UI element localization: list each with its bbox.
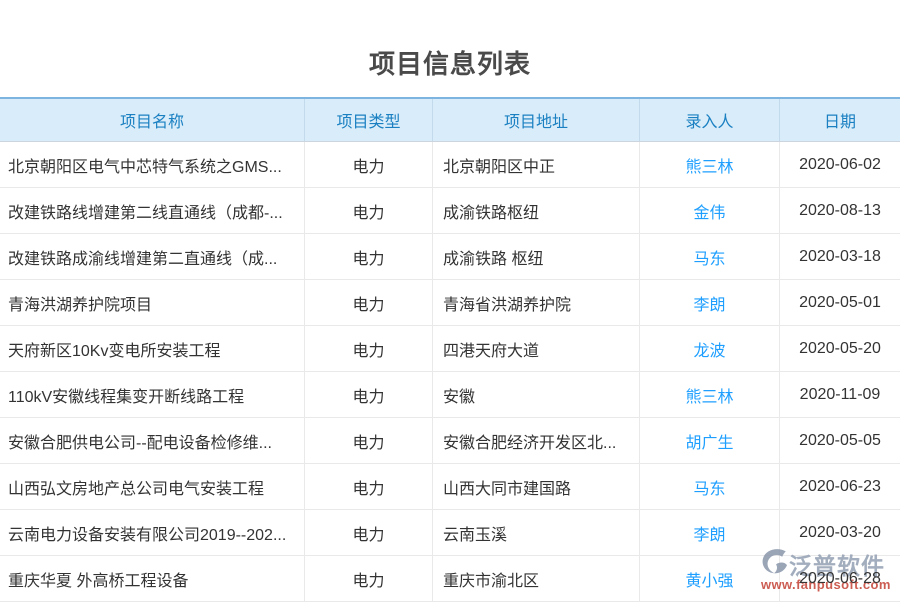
- date-cell: 2020-06-02: [799, 155, 881, 173]
- date-cell: 2020-05-01: [799, 293, 881, 311]
- date-cell: 2020-08-13: [799, 201, 881, 219]
- entered-by-cell: 黄小强: [640, 556, 780, 601]
- project-type-cell: 电力: [305, 326, 433, 371]
- project-type-cell: 电力: [305, 510, 433, 555]
- project-name-cell: 安徽合肥供电公司--配电设备检修维...: [0, 418, 305, 463]
- project-type-cell: 电力: [305, 234, 433, 279]
- entered-by-cell: 熊三林: [640, 372, 780, 417]
- entered-by-link[interactable]: 龙波: [693, 342, 726, 360]
- project-address-cell: 成渝铁路枢纽: [433, 188, 640, 233]
- project-type-cell: 电力: [305, 142, 433, 187]
- watermark-url-text: www.fanpusoft.com: [761, 577, 891, 592]
- project-type-cell: 电力: [305, 464, 433, 509]
- header-project-address: 项目地址: [433, 99, 640, 141]
- project-name-cell: 110kV安徽线程集变开断线路工程: [0, 372, 305, 417]
- date-cell: 2020-11-09: [799, 385, 881, 403]
- entered-by-cell: 胡广生: [640, 418, 780, 463]
- project-address-cell: 北京朝阳区中正: [433, 142, 640, 187]
- date-cell: 2020-06-23: [799, 477, 881, 495]
- project-name-cell: 云南电力设备安装有限公司2019--202...: [0, 510, 305, 555]
- watermark: 泛普软件 www.fanpusoft.com: [761, 548, 899, 600]
- project-type-cell: 电力: [305, 556, 433, 601]
- header-entered-by: 录入人: [640, 99, 780, 141]
- entered-by-cell: 金伟: [640, 188, 780, 233]
- project-address-cell: 安徽: [433, 372, 640, 417]
- fanpusoft-logo-icon: [761, 548, 787, 580]
- project-type-cell: 电力: [305, 418, 433, 463]
- table-row[interactable]: 青海洪湖养护院项目 电力 青海省洪湖养护院 李朗 2020-05-01: [0, 280, 900, 326]
- entered-by-cell: 马东: [640, 464, 780, 509]
- entered-by-link[interactable]: 胡广生: [685, 434, 734, 452]
- entered-by-cell: 李朗: [640, 510, 780, 555]
- project-name-cell: 山西弘文房地产总公司电气安装工程: [0, 464, 305, 509]
- project-type-cell: 电力: [305, 372, 433, 417]
- table-header-row: 项目名称 项目类型 项目地址 录入人 日期: [0, 97, 900, 142]
- header-date: 日期: [823, 114, 856, 131]
- project-address-cell: 安徽合肥经济开发区北...: [433, 418, 640, 463]
- table-row[interactable]: 110kV安徽线程集变开断线路工程 电力 安徽 熊三林 2020-11-09: [0, 372, 900, 418]
- header-project-type: 项目类型: [305, 99, 433, 141]
- entered-by-cell: 熊三林: [640, 142, 780, 187]
- entered-by-link[interactable]: 金伟: [693, 204, 726, 222]
- project-name-cell: 改建铁路成渝线增建第二直通线（成...: [0, 234, 305, 279]
- date-cell: 2020-05-20: [799, 339, 881, 357]
- date-cell: 2020-05-05: [799, 431, 881, 449]
- project-name-cell: 青海洪湖养护院项目: [0, 280, 305, 325]
- project-type-cell: 电力: [305, 188, 433, 233]
- entered-by-cell: 马东: [640, 234, 780, 279]
- table-body: 北京朝阳区电气中芯特气系统之GMS... 电力 北京朝阳区中正 熊三林 2020…: [0, 142, 900, 602]
- table-row[interactable]: 云南电力设备安装有限公司2019--202... 电力 云南玉溪 李朗 2020…: [0, 510, 900, 556]
- table-row[interactable]: 山西弘文房地产总公司电气安装工程 电力 山西大同市建国路 马东 2020-06-…: [0, 464, 900, 510]
- project-name-cell: 重庆华夏 外高桥工程设备: [0, 556, 305, 601]
- entered-by-link[interactable]: 熊三林: [685, 158, 734, 176]
- table-row[interactable]: 改建铁路线增建第二线直通线（成都-... 电力 成渝铁路枢纽 金伟 2020-0…: [0, 188, 900, 234]
- entered-by-link[interactable]: 马东: [693, 480, 726, 498]
- date-cell: 2020-03-20: [799, 523, 881, 541]
- project-table: 项目名称 项目类型 项目地址 录入人 日期 北京朝阳区电气中芯特气系统之GMS.…: [0, 97, 900, 602]
- project-address-cell: 重庆市渝北区: [433, 556, 640, 601]
- project-address-cell: 山西大同市建国路: [433, 464, 640, 509]
- entered-by-link[interactable]: 李朗: [693, 296, 726, 314]
- table-row[interactable]: 安徽合肥供电公司--配电设备检修维... 电力 安徽合肥经济开发区北... 胡广…: [0, 418, 900, 464]
- project-address-cell: 成渝铁路 枢纽: [433, 234, 640, 279]
- project-type-cell: 电力: [305, 280, 433, 325]
- watermark-brand-text: 泛普软件: [789, 553, 885, 579]
- table-row[interactable]: 天府新区10Kv变电所安装工程 电力 四港天府大道 龙波 2020-05-20: [0, 326, 900, 372]
- project-address-cell: 四港天府大道: [433, 326, 640, 371]
- date-cell: 2020-06-28: [799, 569, 881, 587]
- page-title: 项目信息列表: [368, 49, 531, 79]
- project-address-cell: 云南玉溪: [433, 510, 640, 555]
- entered-by-link[interactable]: 马东: [693, 250, 726, 268]
- project-address-cell: 青海省洪湖养护院: [433, 280, 640, 325]
- entered-by-link[interactable]: 李朗: [693, 526, 726, 544]
- table-row[interactable]: 北京朝阳区电气中芯特气系统之GMS... 电力 北京朝阳区中正 熊三林 2020…: [0, 142, 900, 188]
- table-row[interactable]: 改建铁路成渝线增建第二直通线（成... 电力 成渝铁路 枢纽 马东 2020-0…: [0, 234, 900, 280]
- date-cell: 2020-03-18: [799, 247, 881, 265]
- project-name-cell: 改建铁路线增建第二线直通线（成都-...: [0, 188, 305, 233]
- entered-by-link[interactable]: 黄小强: [685, 572, 734, 590]
- entered-by-cell: 李朗: [640, 280, 780, 325]
- project-name-cell: 天府新区10Kv变电所安装工程: [0, 326, 305, 371]
- entered-by-cell: 龙波: [640, 326, 780, 371]
- project-name-cell: 北京朝阳区电气中芯特气系统之GMS...: [0, 142, 305, 187]
- entered-by-link[interactable]: 熊三林: [685, 388, 734, 406]
- header-project-name: 项目名称: [0, 99, 305, 141]
